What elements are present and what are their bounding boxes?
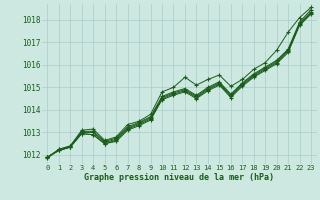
- X-axis label: Graphe pression niveau de la mer (hPa): Graphe pression niveau de la mer (hPa): [84, 173, 274, 182]
